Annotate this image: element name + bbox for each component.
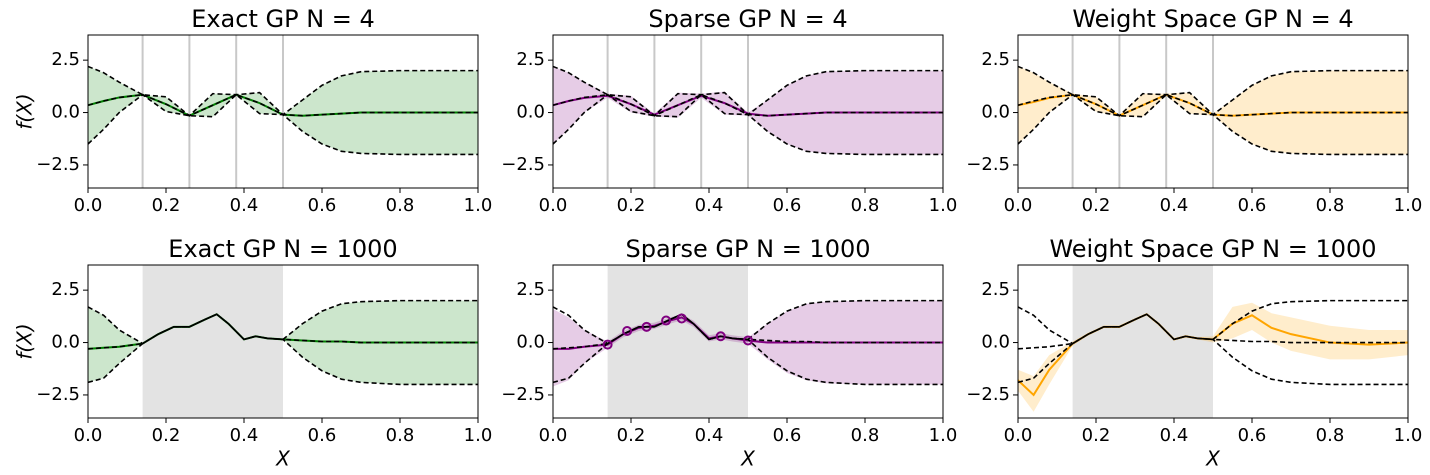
y-tick-label: −2.5	[501, 384, 545, 405]
axes-frame	[1017, 264, 1409, 419]
inducing-point	[602, 339, 613, 350]
reference-line	[552, 93, 943, 117]
x-tick-label: 1.0	[464, 195, 493, 216]
x-tick-label: 1.0	[929, 425, 958, 446]
x-tick-label: 0.0	[539, 195, 568, 216]
x-tick-label: 0.0	[1004, 425, 1033, 446]
panel-title: Sparse GP N = 4	[648, 5, 847, 33]
y-tick-label: 0.0	[516, 102, 545, 123]
panel-title: Exact GP N = 4	[191, 5, 375, 33]
uncertainty-band	[1018, 66, 1408, 155]
x-tick-label: 0.4	[695, 425, 724, 446]
y-tick-label: 2.5	[981, 49, 1010, 70]
y-tick-label: −2.5	[966, 384, 1010, 405]
y-tick-label: 2.5	[51, 279, 80, 300]
axes-frame	[552, 34, 944, 189]
inducing-point	[743, 335, 753, 346]
axes-frame	[87, 34, 479, 189]
reference-line	[552, 65, 943, 117]
reference-line	[1017, 93, 1408, 156]
y-tick-label: 0.0	[51, 332, 80, 353]
x-tick-label: 0.8	[1316, 195, 1345, 216]
y-tick-label: 2.5	[516, 279, 545, 300]
uncertainty-band	[553, 66, 943, 155]
y-tick-label: −2.5	[36, 384, 80, 405]
x-tick-label: 0.6	[1238, 425, 1267, 446]
x-axis-label: X	[1205, 447, 1221, 471]
reference-line	[1017, 313, 1408, 386]
panel-title: Weight Space GP N = 4	[1072, 5, 1353, 33]
panel-title: Sparse GP N = 1000	[625, 235, 870, 263]
x-axis-label: X	[275, 447, 291, 471]
x-tick-label: 0.2	[1082, 425, 1111, 446]
axes-frame	[552, 264, 944, 419]
x-tick-label: 0.8	[851, 425, 880, 446]
y-tick-label: 0.0	[981, 102, 1010, 123]
axes-frame	[1017, 34, 1409, 189]
reference-line	[87, 93, 478, 117]
uncertainty-band	[88, 66, 478, 155]
x-tick-label: 0.0	[74, 425, 103, 446]
y-tick-label: 2.5	[516, 49, 545, 70]
x-tick-label: 0.4	[230, 195, 259, 216]
uncertainty-band	[88, 300, 478, 385]
reference-line	[87, 65, 478, 117]
x-tick-label: 0.2	[617, 425, 646, 446]
inducing-point	[715, 331, 726, 342]
x-tick-label: 0.2	[617, 195, 646, 216]
inducing-point	[622, 326, 633, 337]
y-tick-label: −2.5	[36, 154, 80, 175]
uncertainty-band	[1018, 302, 1408, 412]
observed-region	[142, 265, 283, 418]
x-tick-label: 0.8	[1316, 425, 1345, 446]
reference-line	[1017, 65, 1408, 117]
x-tick-label: 0.4	[1160, 425, 1189, 446]
x-tick-label: 0.2	[152, 195, 181, 216]
x-tick-label: 0.4	[1160, 195, 1189, 216]
x-tick-label: 0.0	[539, 425, 568, 446]
inducing-point	[661, 315, 672, 326]
panel-title: Exact GP N = 1000	[168, 235, 397, 263]
y-axis-label: f(X)	[13, 323, 37, 359]
y-tick-label: 0.0	[981, 332, 1010, 353]
reference-line	[1017, 93, 1408, 117]
x-tick-label: 1.0	[929, 195, 958, 216]
x-tick-label: 1.0	[1394, 425, 1423, 446]
axes-frame	[87, 264, 479, 419]
x-tick-label: 0.6	[773, 195, 802, 216]
x-tick-label: 0.4	[230, 425, 259, 446]
observed-region	[1072, 265, 1213, 418]
y-tick-label: −2.5	[966, 154, 1010, 175]
x-axis-label: X	[740, 447, 756, 471]
x-tick-label: 0.0	[74, 195, 103, 216]
y-tick-label: 0.0	[516, 332, 545, 353]
panel-title: Weight Space GP N = 1000	[1049, 235, 1376, 263]
x-tick-label: 0.0	[1004, 195, 1033, 216]
x-tick-label: 0.6	[308, 195, 337, 216]
x-tick-label: 0.8	[386, 425, 415, 446]
y-tick-label: −2.5	[501, 154, 545, 175]
observed-region	[607, 265, 748, 418]
x-tick-label: 0.8	[851, 195, 880, 216]
reference-line	[552, 313, 943, 386]
x-tick-label: 0.2	[152, 425, 181, 446]
x-tick-label: 0.4	[695, 195, 724, 216]
y-tick-label: 2.5	[51, 49, 80, 70]
x-tick-label: 1.0	[1394, 195, 1423, 216]
inducing-point	[641, 321, 652, 332]
x-tick-label: 0.6	[773, 425, 802, 446]
x-tick-label: 0.6	[1238, 195, 1267, 216]
y-axis-label: f(X)	[13, 93, 37, 129]
reference-line	[87, 313, 478, 386]
reference-line	[87, 93, 478, 156]
y-tick-label: 2.5	[981, 279, 1010, 300]
y-tick-label: 0.0	[51, 102, 80, 123]
x-tick-label: 0.6	[308, 425, 337, 446]
reference-line	[552, 93, 943, 156]
x-tick-label: 0.8	[386, 195, 415, 216]
x-tick-label: 1.0	[464, 425, 493, 446]
x-tick-label: 0.2	[1082, 195, 1111, 216]
inducing-point	[676, 313, 687, 324]
